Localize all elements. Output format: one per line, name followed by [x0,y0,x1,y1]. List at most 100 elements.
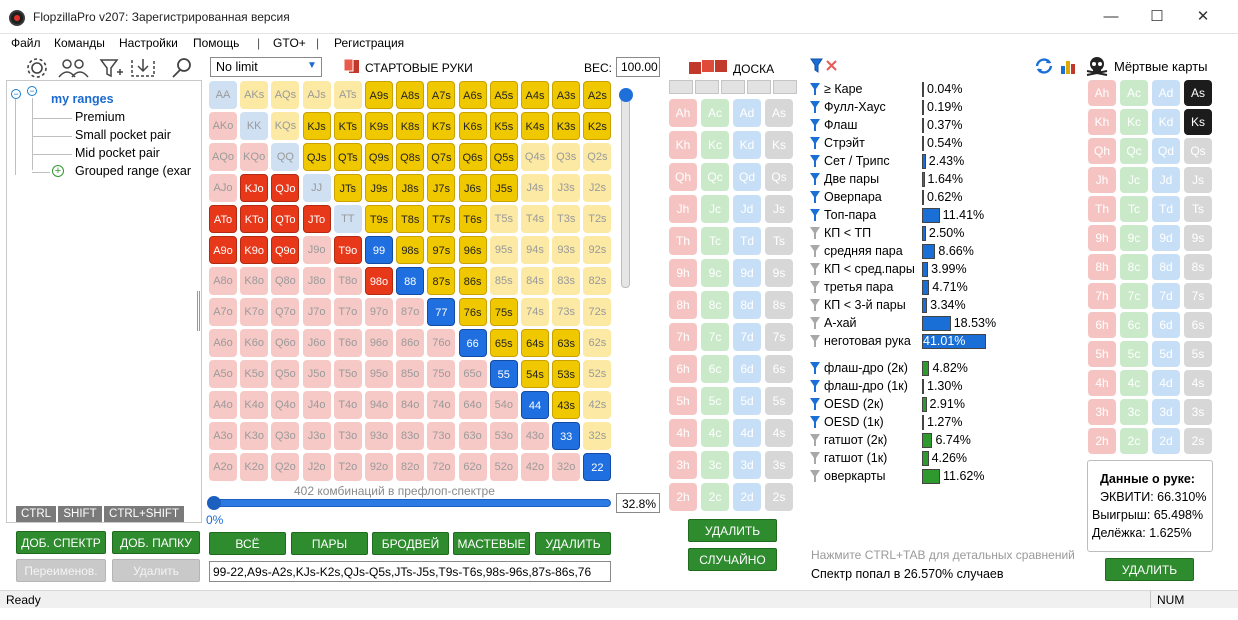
board-card-As[interactable]: As [765,99,793,127]
filter-funnel-icon[interactable] [810,101,820,113]
weight-slider[interactable] [621,90,630,288]
hand-cell-Q3o[interactable]: Q3o [271,422,300,450]
dead-card-5s[interactable]: 5s [1184,341,1212,367]
hand-cell-54o[interactable]: 54o [489,391,518,419]
hand-cell-T9s[interactable]: T9s [365,205,393,233]
hand-cell-72s[interactable]: 72s [583,298,612,326]
hand-cell-Q2s[interactable]: Q2s [583,143,612,171]
hand-cell-87o[interactable]: 87o [396,298,425,326]
filter-funnel-icon[interactable] [810,227,820,239]
filter-row[interactable]: Сет / Трипс 2.43% [810,153,1010,170]
board-card-3d[interactable]: 3d [733,451,761,479]
hand-cell-Q4s[interactable]: Q4s [521,143,549,171]
filter-row[interactable]: Фулл-Хаус 0.19% [810,99,1010,116]
hand-cell-A9s[interactable]: A9s [365,81,393,109]
dead-card-3s[interactable]: 3s [1184,399,1212,425]
add-range-button[interactable]: ДОБ. СПЕКТР [16,531,106,554]
hand-cell-A2s[interactable]: A2s [583,81,612,109]
menu-file[interactable]: Файл [11,36,41,50]
dead-card-Kd[interactable]: Kd [1152,109,1180,135]
range-percent-slider[interactable] [211,499,611,507]
dead-card-3h[interactable]: 3h [1088,399,1116,425]
board-card-7s[interactable]: 7s [765,323,793,351]
hand-cell-92o[interactable]: 92o [365,453,393,481]
dead-card-Th[interactable]: Th [1088,196,1116,222]
dead-card-7c[interactable]: 7c [1120,283,1148,309]
board-card-Ts[interactable]: Ts [765,227,793,255]
filter-funnel-icon[interactable] [810,281,820,293]
filter-funnel-icon[interactable] [810,155,820,167]
hand-cell-Q9o[interactable]: Q9o [271,236,300,264]
hand-cell-J9o[interactable]: J9o [302,236,331,264]
dead-card-9d[interactable]: 9d [1152,225,1180,251]
hand-cell-J5o[interactable]: J5o [302,360,331,388]
hand-cell-ATs[interactable]: ATs [333,81,362,109]
hand-cell-85s[interactable]: 85s [489,267,518,295]
hand-cell-AKo[interactable]: AKo [209,112,237,140]
dead-card-Qd[interactable]: Qd [1152,138,1180,164]
filter-funnel-icon[interactable] [810,380,820,392]
hand-cell-A2o[interactable]: A2o [209,453,237,481]
hand-cell-83s[interactable]: 83s [552,267,581,295]
filter-row[interactable]: третья пара 4.71% [810,279,1010,296]
dead-card-Ks[interactable]: Ks [1184,109,1212,135]
range-slider-handle[interactable] [207,496,221,510]
hand-cell-44[interactable]: 44 [521,391,549,419]
hand-cell-T7s[interactable]: T7s [427,205,456,233]
stats-chart-icon[interactable] [1061,61,1075,74]
board-card-9s[interactable]: 9s [765,259,793,287]
hand-cell-64o[interactable]: 64o [458,391,487,419]
hand-cell-Q4o[interactable]: Q4o [271,391,300,419]
filter-funnel-icon[interactable] [810,263,820,275]
filter-funnel-icon[interactable] [810,119,820,131]
dead-card-Ad[interactable]: Ad [1152,80,1180,106]
board-card-7c[interactable]: 7c [701,323,729,351]
search-icon[interactable] [172,58,191,78]
hand-cell-98o[interactable]: 98o [365,267,393,295]
hand-cell-A4o[interactable]: A4o [209,391,237,419]
dead-card-9s[interactable]: 9s [1184,225,1212,251]
hand-cell-Q2o[interactable]: Q2o [271,453,300,481]
filter-row[interactable]: КП < сред.пары 3.99% [810,261,1010,278]
hand-cell-K2s[interactable]: K2s [583,112,612,140]
hand-cell-65o[interactable]: 65o [458,360,487,388]
hand-cell-KQo[interactable]: KQo [240,143,269,171]
dead-card-Qh[interactable]: Qh [1088,138,1116,164]
board-slot-3[interactable] [721,80,745,94]
expand-group-icon[interactable]: + [52,165,64,177]
hand-cell-73o[interactable]: 73o [427,422,456,450]
board-card-4s[interactable]: 4s [765,419,793,447]
hand-cell-98s[interactable]: 98s [396,236,425,264]
delete-range-button[interactable]: Удалить [112,559,200,582]
filter-add-icon[interactable] [99,59,123,78]
hand-cell-T3o[interactable]: T3o [333,422,362,450]
hand-cell-QTs[interactable]: QTs [333,143,362,171]
hand-cell-99[interactable]: 99 [365,236,393,264]
dead-card-6s[interactable]: 6s [1184,312,1212,338]
dead-card-Js[interactable]: Js [1184,167,1212,193]
hand-cell-Q7s[interactable]: Q7s [427,143,456,171]
dead-card-7h[interactable]: 7h [1088,283,1116,309]
hand-cell-75s[interactable]: 75s [489,298,518,326]
weight-input[interactable]: 100.00 [616,57,660,77]
hand-cell-42o[interactable]: 42o [521,453,549,481]
board-card-Qd[interactable]: Qd [733,163,761,191]
filter-row[interactable]: OESD (2к) 2.91% [810,396,1010,413]
hand-cell-53s[interactable]: 53s [552,360,581,388]
board-card-Jh[interactable]: Jh [669,195,697,223]
hand-cell-K5o[interactable]: K5o [240,360,269,388]
maximize-button[interactable]: ☐ [1150,8,1164,25]
board-card-Kh[interactable]: Kh [669,131,697,159]
hand-cell-95o[interactable]: 95o [365,360,393,388]
hand-cell-QTo[interactable]: QTo [271,205,300,233]
dead-card-6c[interactable]: 6c [1120,312,1148,338]
hand-cell-52s[interactable]: 52s [583,360,612,388]
hand-cell-J5s[interactable]: J5s [489,174,518,202]
board-card-8s[interactable]: 8s [765,291,793,319]
board-random-button[interactable]: СЛУЧАЙНО [688,548,777,571]
filter-funnel-icon[interactable] [810,416,820,428]
filter-icon[interactable] [810,58,823,73]
range-text-input[interactable]: 99-22,A9s-A2s,KJs-K2s,QJs-Q5s,JTs-J5s,T9… [209,561,611,582]
hand-cell-T5o[interactable]: T5o [333,360,362,388]
hand-cell-82o[interactable]: 82o [396,453,425,481]
